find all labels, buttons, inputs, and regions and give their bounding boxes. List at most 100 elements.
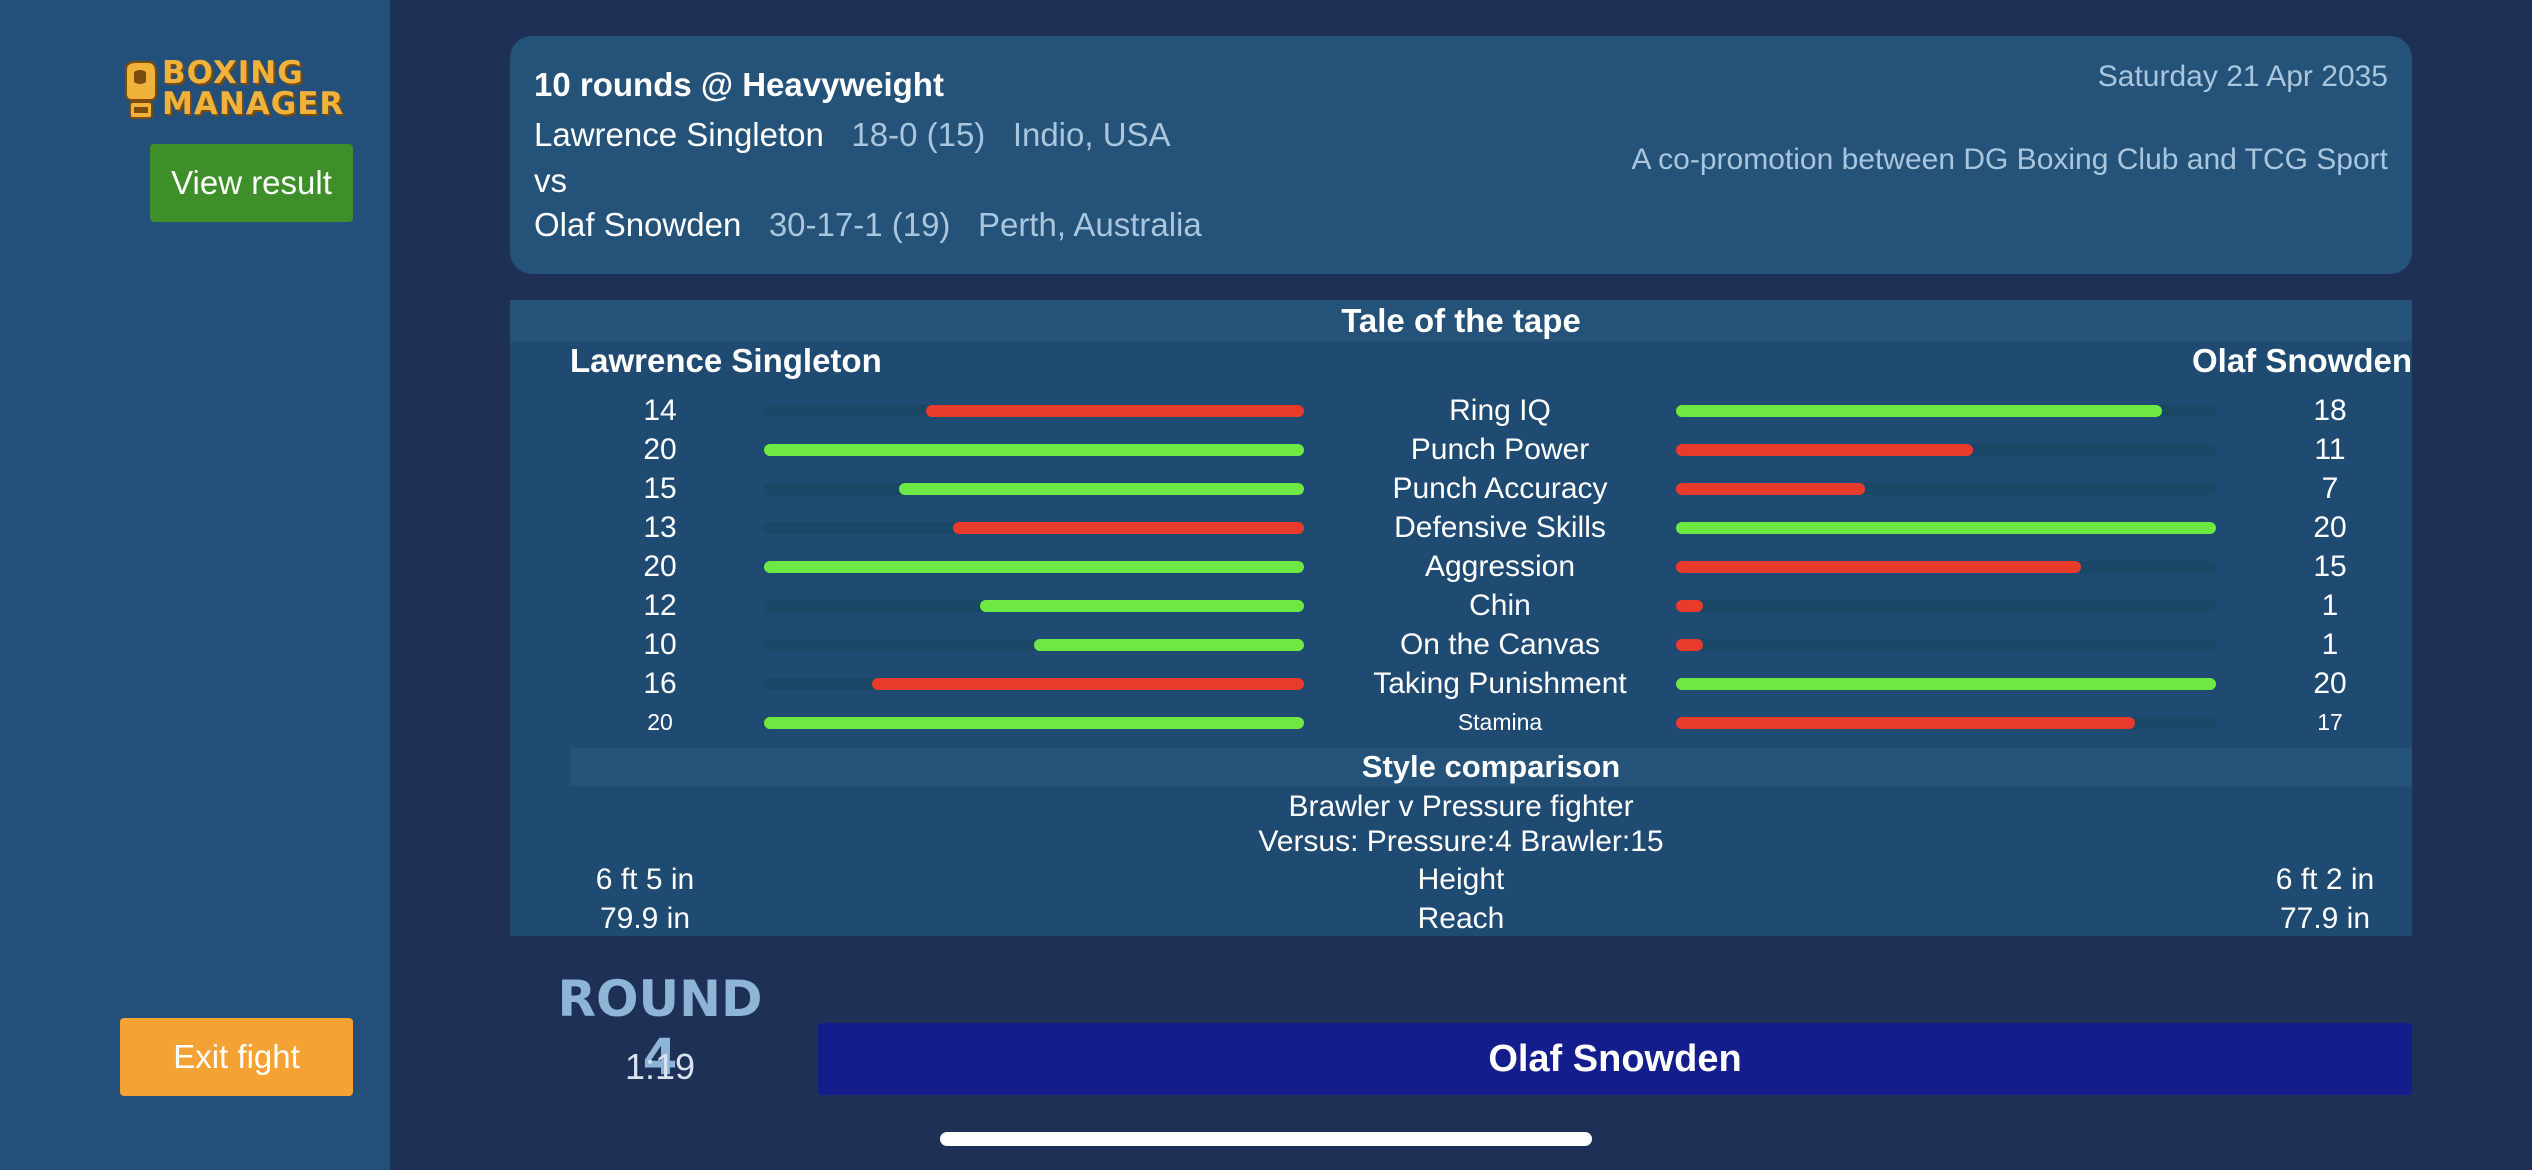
stat-right-value: 1 [2321, 628, 2339, 661]
round-clock: 1:19 [624, 1046, 696, 1087]
stat-right-value: 1 [2321, 589, 2339, 622]
stat-label: Aggression [1424, 550, 1576, 583]
fighter2-location: Perth, Australia [977, 206, 1202, 243]
stat-left-value: 15 [643, 472, 677, 505]
stat-left-bar [764, 717, 1304, 729]
fighter2-record: 30-17-1 (19) [768, 206, 951, 243]
stat-right-bar [1676, 561, 2216, 573]
stat-right-value: 20 [2313, 511, 2347, 544]
stat-left-bar [764, 561, 1304, 573]
stat-left-bar [764, 600, 1304, 612]
fighter1-location: Indio, USA [1012, 116, 1171, 153]
boxing-manager-logo: BOXING MANAGER [120, 58, 355, 122]
stat-right-fill [1676, 483, 1865, 495]
stat-right-value: 20 [2313, 667, 2347, 700]
view-result-button[interactable]: View result [150, 144, 353, 222]
stat-right-fill [1676, 678, 2216, 690]
stat-right-bar [1676, 522, 2216, 534]
style-comparison-title: Style comparison [570, 748, 2412, 786]
tape-left-fighter-name: Lawrence Singleton [570, 342, 882, 379]
round-label: ROUND 4 [557, 970, 763, 1086]
stat-left-bar [764, 678, 1304, 690]
stat-right-fill [1676, 639, 1703, 651]
stat-left-fill [953, 522, 1304, 534]
stat-right-bar [1676, 678, 2216, 690]
exit-fight-button[interactable]: Exit fight [120, 1018, 353, 1096]
stat-right-bar [1676, 405, 2216, 417]
fighter1-record: 18-0 (15) [851, 116, 986, 153]
height-left: 6 ft 5 in [595, 863, 695, 896]
stat-left-fill [899, 483, 1304, 495]
height-right: 6 ft 2 in [2275, 863, 2375, 896]
stat-row: 14 Ring IQ 18 [510, 391, 2412, 430]
reach-label: Reach [1417, 902, 1505, 935]
stat-left-fill [872, 678, 1304, 690]
stat-row: 20 Stamina 17 [510, 703, 2412, 742]
stat-left-bar [764, 522, 1304, 534]
logo-text-top: BOXING [162, 55, 304, 91]
stat-label: Ring IQ [1449, 394, 1551, 427]
tape-right-fighter-name: Olaf Snowden [2191, 342, 2412, 379]
fighter2-name: Olaf Snowden [534, 206, 742, 243]
stat-left-bar [764, 483, 1304, 495]
stat-right-bar [1676, 483, 2216, 495]
stat-right-bar [1676, 717, 2216, 729]
stat-right-value: 7 [2321, 472, 2339, 505]
stat-left-value: 14 [643, 394, 677, 427]
style-matchup: Brawler v Pressure fighter [1288, 790, 1634, 823]
stat-row: 13 Defensive Skills 20 [510, 508, 2412, 547]
stat-row: 12 Chin 1 [510, 586, 2412, 625]
stat-row: 16 Taking Punishment 20 [510, 664, 2412, 703]
tale-of-the-tape: Tale of the tape Lawrence Singleton Olaf… [510, 300, 2412, 936]
stat-left-value: 16 [643, 667, 677, 700]
stat-right-value: 18 [2313, 394, 2347, 427]
reach-right: 77.9 in [2279, 902, 2371, 935]
stat-right-fill [1676, 405, 2162, 417]
stat-left-value: 20 [647, 709, 673, 735]
stat-left-bar [764, 639, 1304, 651]
stat-row: 10 On the Canvas 1 [510, 625, 2412, 664]
stat-label: Chin [1469, 589, 1531, 622]
stat-label: Punch Accuracy [1392, 472, 1608, 505]
stat-left-bar [764, 405, 1304, 417]
stat-right-bar [1676, 639, 2216, 651]
stat-right-bar [1676, 444, 2216, 456]
stat-label: Defensive Skills [1394, 511, 1606, 544]
bout-date: Saturday 21 Apr 2035 [2097, 60, 2388, 93]
logo-text-bottom: MANAGER [162, 86, 345, 122]
fighter2-line: Olaf Snowden 30-17-1 (19) Perth, Austral… [534, 206, 1202, 244]
active-fighter-bar: Olaf Snowden [818, 1023, 2412, 1095]
stat-row: 20 Aggression 15 [510, 547, 2412, 586]
stat-right-value: 15 [2313, 550, 2347, 583]
style-versus: Versus: Pressure:4 Brawler:15 [1258, 825, 1664, 858]
stat-left-value: 12 [643, 589, 677, 622]
stat-left-value: 10 [643, 628, 677, 661]
fighter1-line: Lawrence Singleton 18-0 (15) Indio, USA [534, 116, 1171, 154]
stat-right-value: 11 [2314, 433, 2346, 466]
promotion-text: A co-promotion between DG Boxing Club an… [1631, 143, 2388, 176]
bout-info-card: 10 rounds @ Heavyweight Lawrence Singlet… [510, 36, 2412, 274]
stat-right-fill [1676, 561, 2081, 573]
stat-left-fill [764, 444, 1304, 456]
stat-right-fill [1676, 717, 2135, 729]
stat-label: Stamina [1457, 709, 1543, 735]
stat-right-value: 17 [2317, 709, 2343, 735]
stat-left-bar [764, 444, 1304, 456]
fighter1-name: Lawrence Singleton [534, 116, 824, 153]
home-indicator[interactable] [940, 1132, 1592, 1146]
stat-left-value: 13 [643, 511, 677, 544]
stat-left-fill [926, 405, 1304, 417]
tape-title: Tale of the tape [510, 300, 2412, 342]
stat-label: Punch Power [1410, 433, 1590, 466]
stat-left-fill [764, 717, 1304, 729]
vs-label: vs [534, 162, 567, 199]
stat-left-value: 20 [643, 433, 677, 466]
stat-left-value: 20 [643, 550, 677, 583]
stat-row: 20 Punch Power 11 [510, 430, 2412, 469]
stat-left-fill [1034, 639, 1304, 651]
stat-left-fill [980, 600, 1304, 612]
stat-right-fill [1676, 444, 1973, 456]
boxing-glove-icon [125, 61, 157, 119]
height-label: Height [1417, 863, 1505, 896]
stat-label: Taking Punishment [1373, 667, 1627, 700]
